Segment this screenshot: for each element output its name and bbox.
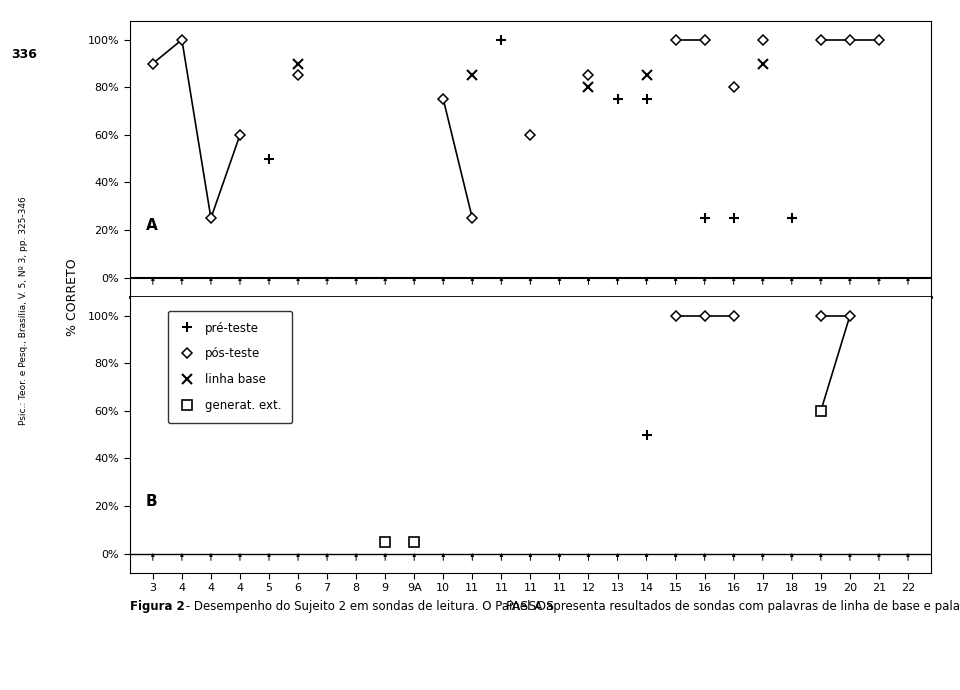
Text: % CORRETO: % CORRETO — [65, 258, 79, 335]
Text: Psic.: Teor. e Pesq., Brasília, V. 5, Nº 3, pp. 325-346: Psic.: Teor. e Pesq., Brasília, V. 5, Nº… — [19, 196, 29, 425]
Text: 336: 336 — [12, 48, 36, 61]
Legend: pré-teste, pós-teste, linha base, generat. ext.: pré-teste, pós-teste, linha base, genera… — [168, 311, 293, 423]
Text: Figura 2: Figura 2 — [130, 600, 184, 613]
X-axis label: PASSOS: PASSOS — [506, 600, 555, 613]
Text: A: A — [146, 218, 157, 233]
Text: - Desempenho do Sujeito 2 em sondas de leitura. O Painel A apresenta resultados : - Desempenho do Sujeito 2 em sondas de l… — [182, 600, 960, 613]
Text: B: B — [146, 494, 157, 509]
